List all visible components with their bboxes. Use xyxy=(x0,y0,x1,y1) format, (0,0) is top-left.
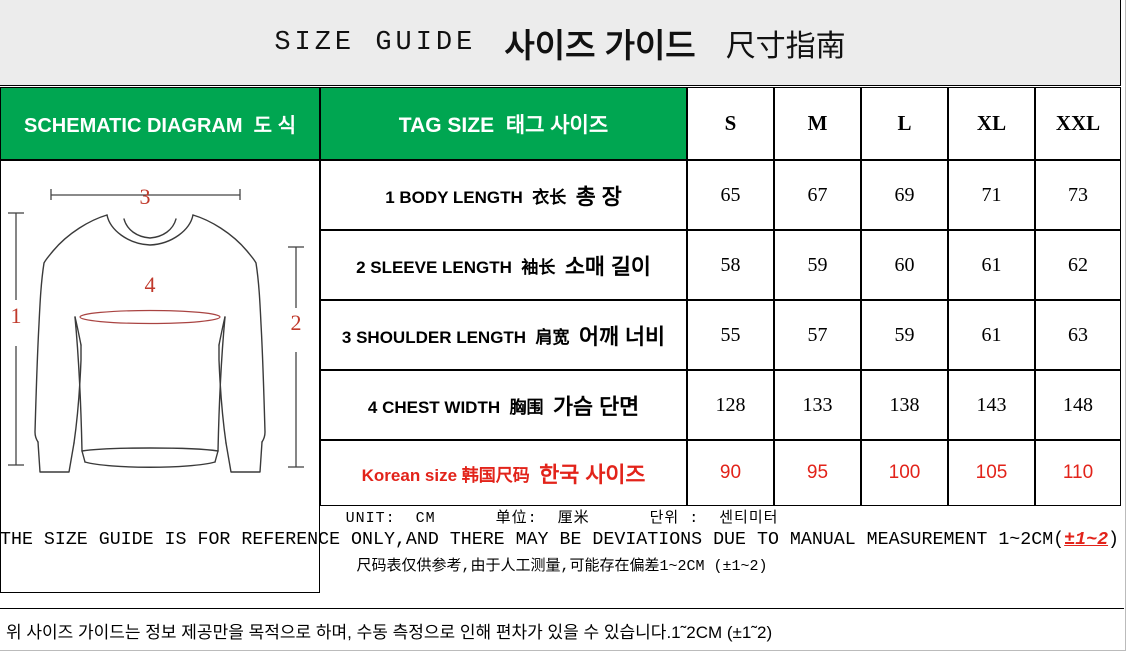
svg-text:4: 4 xyxy=(145,272,156,297)
svg-text:1: 1 xyxy=(11,303,22,328)
svg-text:2: 2 xyxy=(291,310,302,335)
svg-text:3: 3 xyxy=(140,184,151,209)
